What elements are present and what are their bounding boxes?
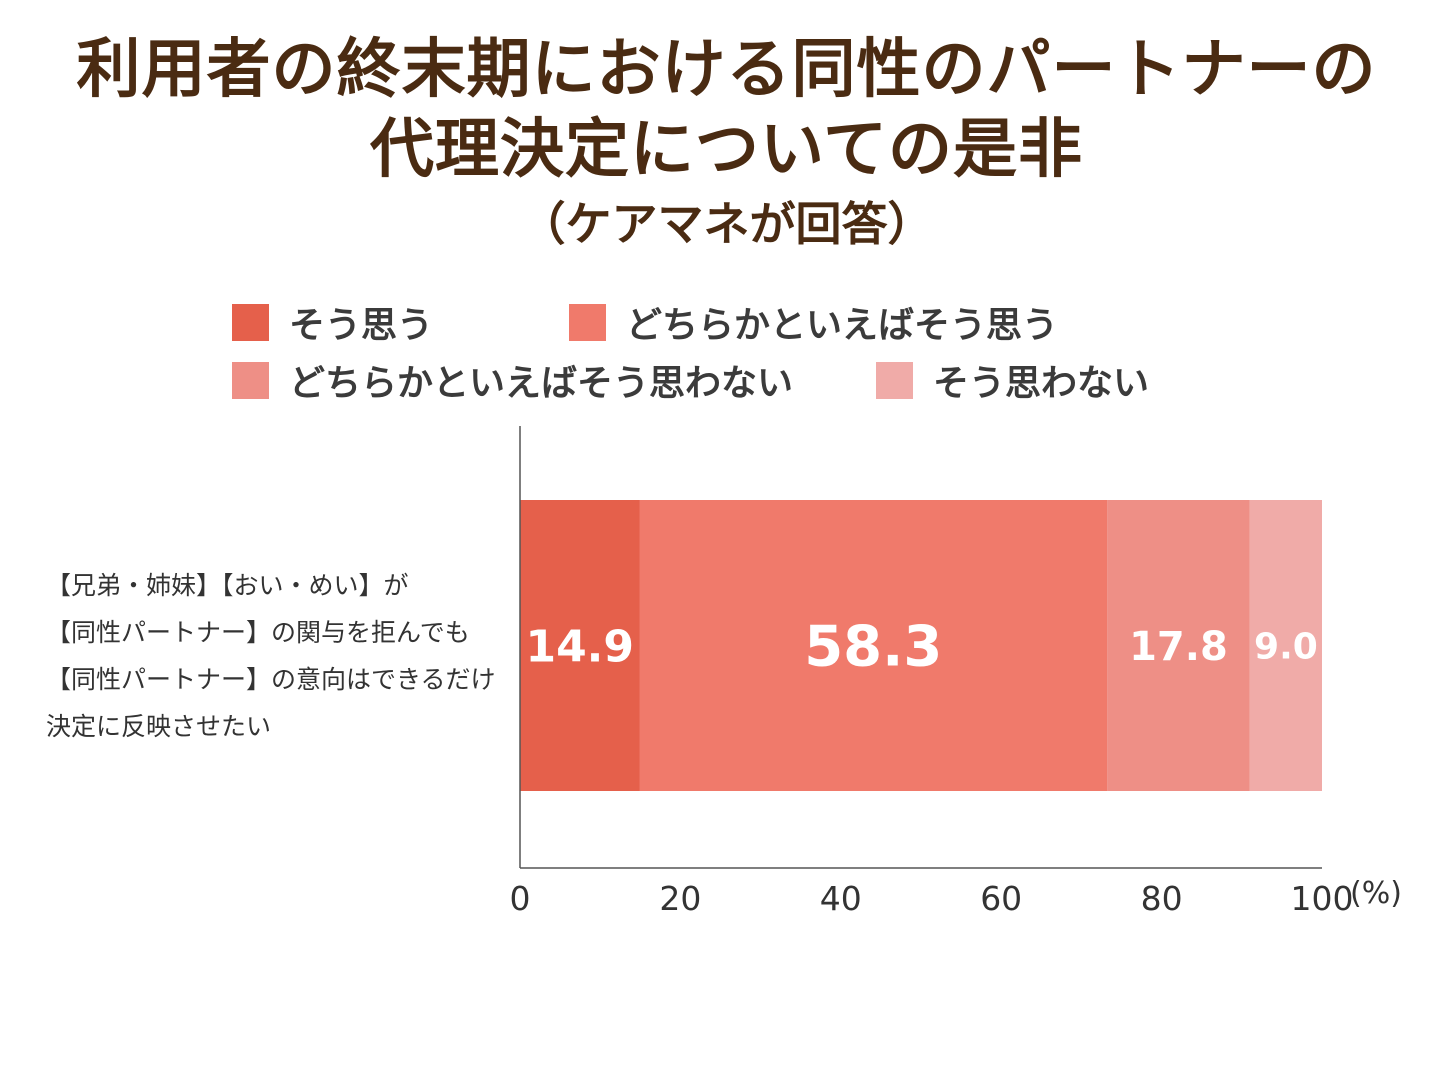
x-tick-label-80: 80 [1141,879,1183,918]
data-label-2: 58.3 [804,615,942,680]
bar-segment-1 [520,500,640,791]
x-axis-unit: (%) [1350,876,1402,911]
legend-label-2: どちらかといえばそう思う [626,305,1059,346]
x-tick-label-100: 100 [1291,879,1354,918]
title-line-2: 代理決定についての是非 [369,113,1084,187]
category-label: 【兄弟・姉妹】【おい・めい】が 【同性パートナー】の関与を拒んでも 【同性パート… [46,571,496,741]
chart-title: 利用者の終末期における同性のパートナーの 代理決定についての是非 （ケアマネが回… [0,30,1453,254]
bar-segment-4 [1249,500,1322,791]
data-label-4: 9.0 [1254,626,1318,667]
bar-segment-3 [1107,500,1250,791]
legend-item-2: どちらかといえばそう思う [569,296,1058,348]
legend-swatch-2 [569,303,606,341]
x-tick-label-40: 40 [820,879,862,918]
legend-item-1: そう思う [232,296,433,348]
x-tick-label-20: 20 [659,879,701,918]
legend-swatch-4 [876,361,913,399]
legend-swatch-3 [232,361,269,399]
data-label-1: 14.9 [525,621,634,672]
x-tick-label-0: 0 [510,879,531,918]
title-line-1: 利用者の終末期における同性のパートナーの [76,33,1377,107]
legend-label-1: そう思う [289,305,434,346]
legend-item-3: どちらかといえばそう思わない [232,354,793,406]
legend-swatch-1 [232,303,269,341]
bar-segment-2 [639,500,1108,791]
title-line-3: （ケアマネが回答） [519,197,934,251]
legend-label-3: どちらかといえばそう思わない [289,363,794,404]
legend-label-4: そう思わない [933,363,1150,404]
legend-item-4: そう思わない [876,354,1149,406]
data-label-3: 17.8 [1129,624,1228,670]
x-tick-label-60: 60 [980,879,1022,918]
